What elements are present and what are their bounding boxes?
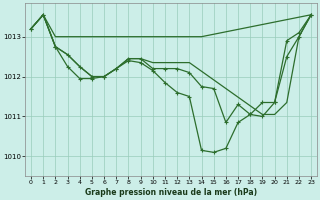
X-axis label: Graphe pression niveau de la mer (hPa): Graphe pression niveau de la mer (hPa) [85,188,257,197]
